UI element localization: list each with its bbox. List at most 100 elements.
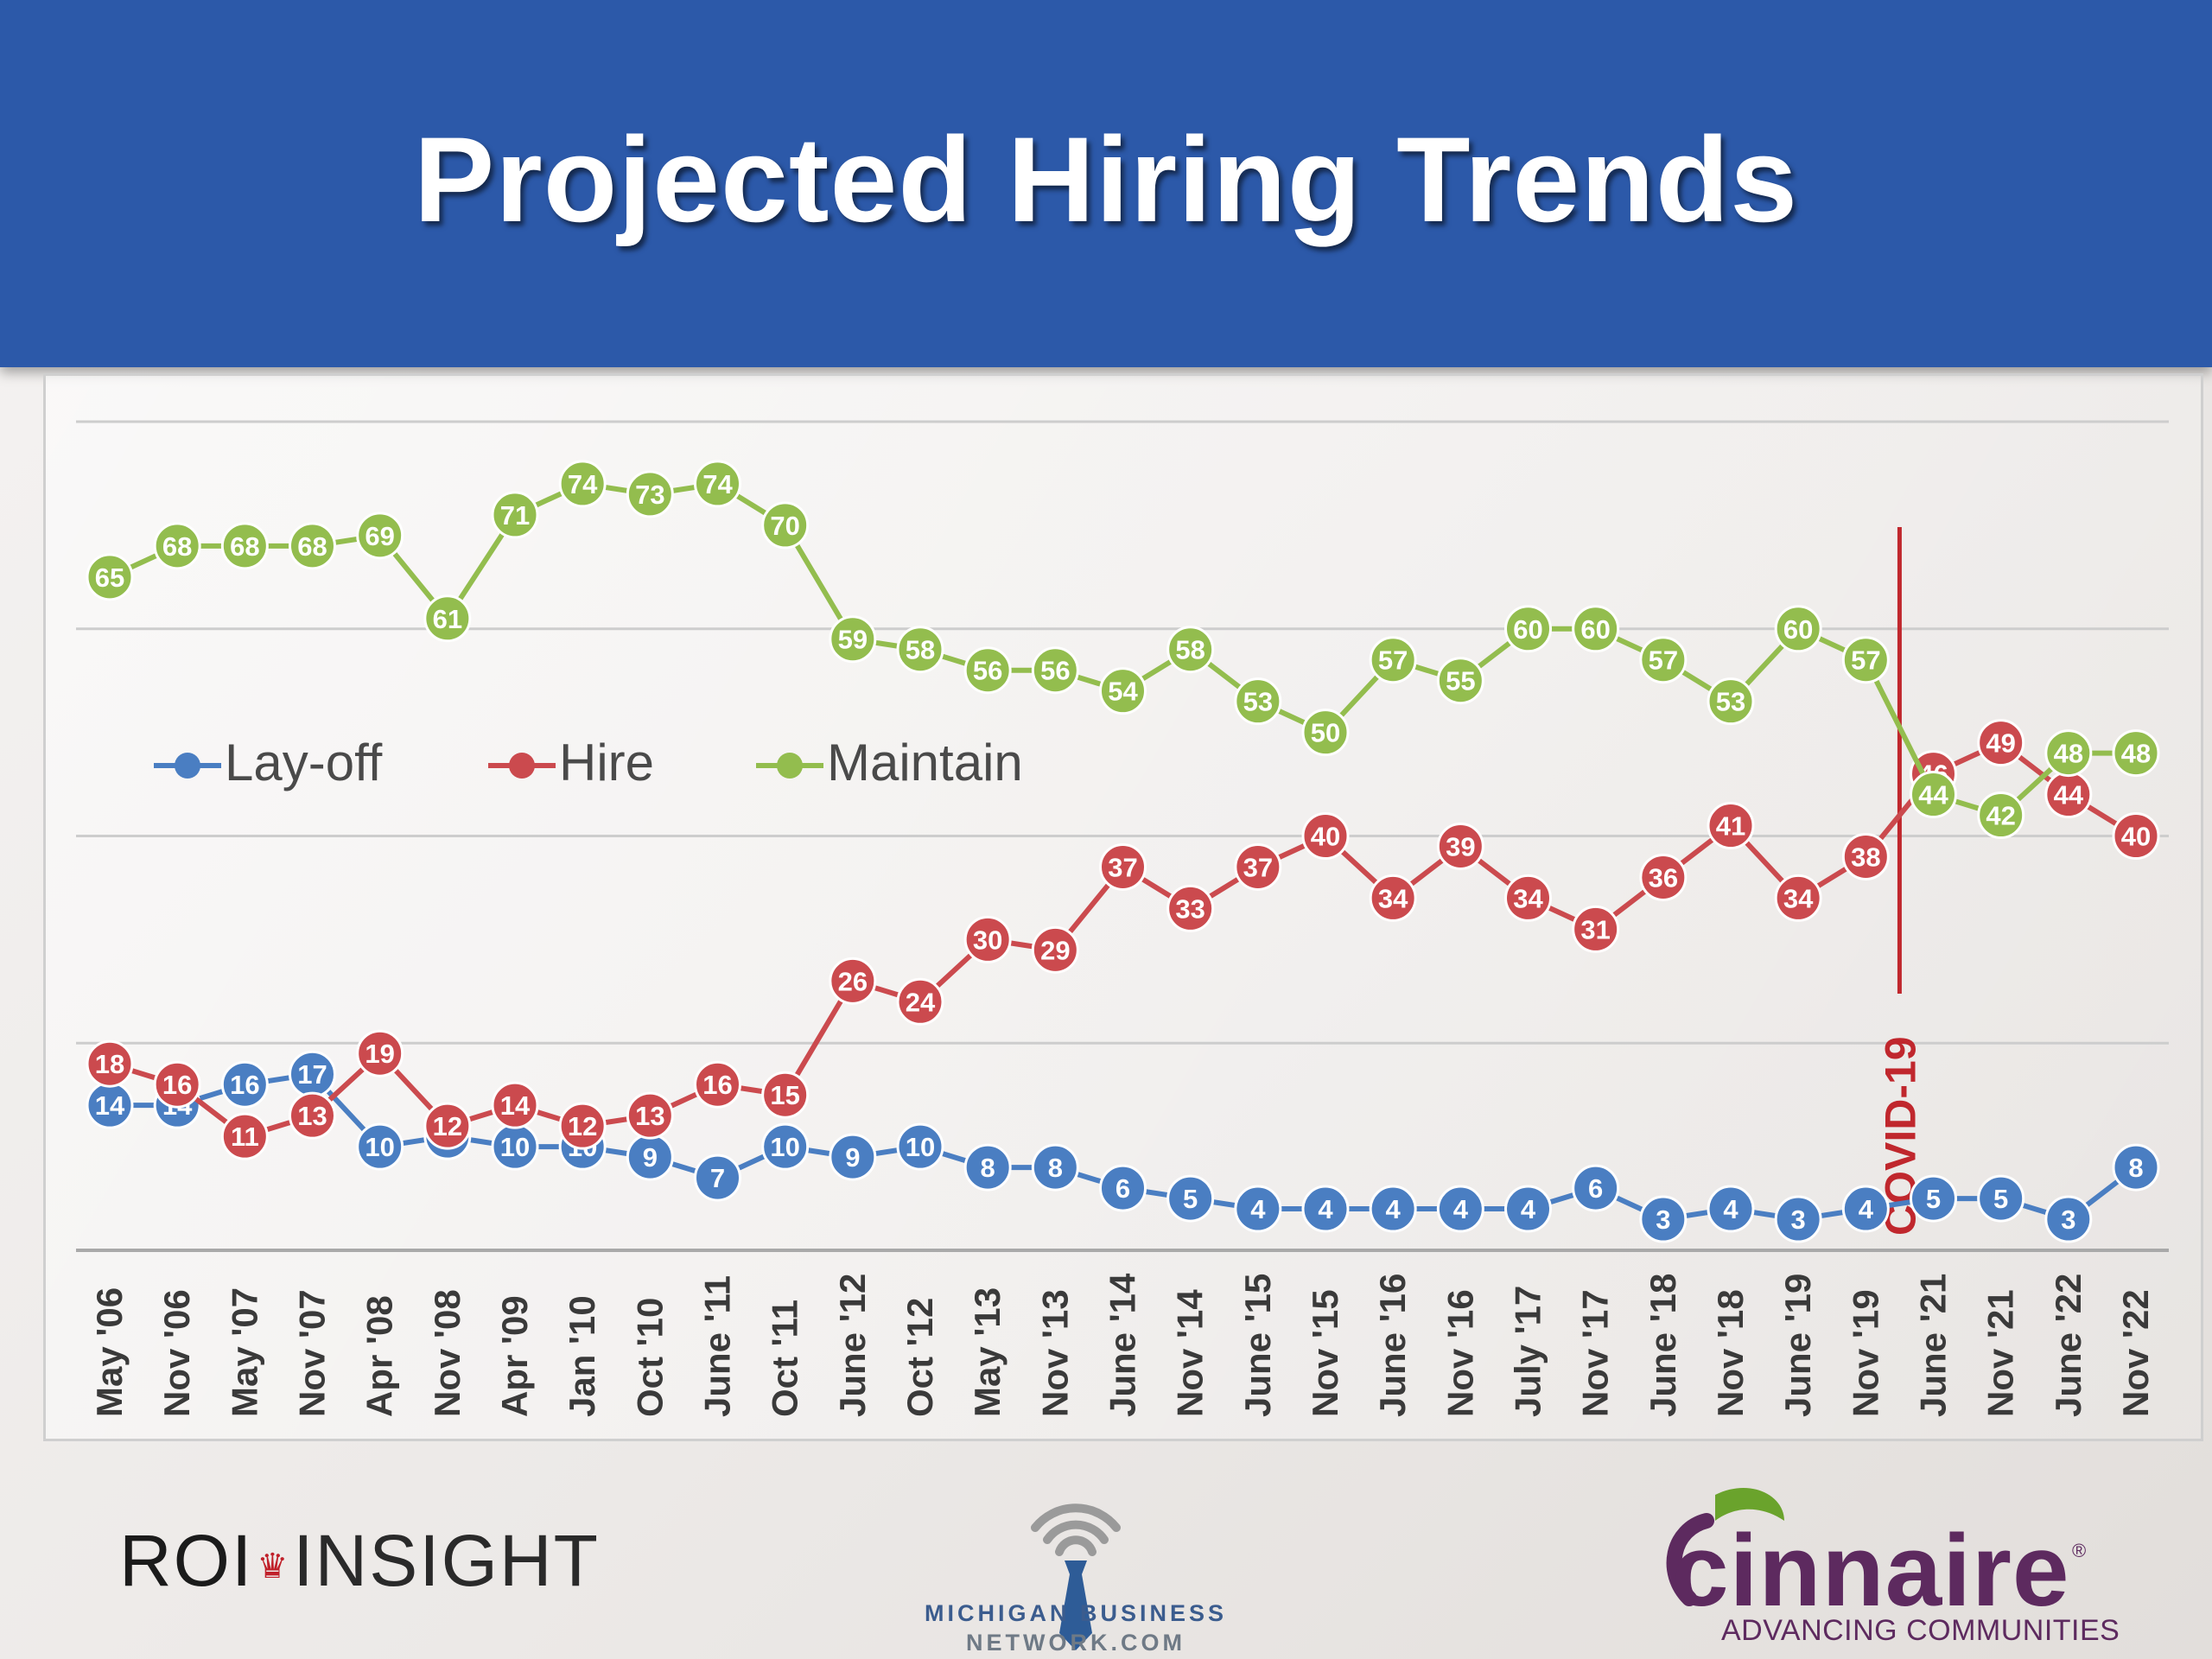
hire-data-label: 19 (365, 1039, 394, 1069)
hire-data-point (558, 1102, 607, 1150)
registered-mark: ® (2072, 1540, 2087, 1561)
lay-off-data-label: 5 (1993, 1184, 2008, 1214)
maintain-data-point (1977, 791, 2025, 840)
lay-off-data-point (220, 1060, 269, 1109)
maintain-data-point (1031, 646, 1079, 695)
hire-data-point (153, 1060, 201, 1109)
lay-off-data-label: 8 (981, 1153, 995, 1183)
hire-data-point (1369, 874, 1417, 922)
lay-off-data-label: 10 (365, 1132, 394, 1162)
maintain-data-point (1572, 605, 1620, 653)
lay-off-data-point (896, 1122, 944, 1171)
lay-off-legend-label: Lay-off (225, 734, 383, 791)
hire-data-label: 39 (1446, 831, 1475, 861)
hiring-trends-chart: May '06 Nov '06 May '07 Nov '07 Apr '08 Nov '… (76, 420, 2169, 1417)
x-tick-label: Nov '13 (1034, 1289, 1075, 1417)
mbn-wordmark: MICHIGAN BUSINESS NETWORK.COM (903, 1599, 1249, 1657)
maintain-data-point (2112, 729, 2160, 778)
x-tick-label: Nov '17 (1575, 1289, 1616, 1417)
lay-off-data-label: 4 (1521, 1194, 1536, 1224)
x-tick-label: Nov '07 (292, 1289, 333, 1417)
x-tick-label: Nov '16 (1440, 1289, 1480, 1417)
hire-data-label: 41 (1716, 811, 1745, 842)
lay-off-data-point (1301, 1185, 1350, 1233)
x-tick-label: July '17 (1508, 1286, 1548, 1417)
lay-off-data-label: 4 (1859, 1194, 1874, 1224)
maintain-data-label: 65 (95, 563, 124, 593)
hire-data-label: 34 (1513, 883, 1543, 913)
lay-off-legend-marker (175, 753, 200, 779)
maintain-data-point (896, 626, 944, 674)
lay-off-data-label: 4 (1318, 1194, 1333, 1224)
maintain-data-label: 74 (702, 469, 733, 499)
maintain-data-label: 48 (2054, 739, 2083, 769)
hire-data-label: 12 (433, 1111, 462, 1141)
maintain-data-label: 59 (838, 625, 868, 655)
hire-data-point (1436, 822, 1484, 870)
maintain-data-point (1774, 605, 1822, 653)
lay-off-data-point (2044, 1195, 2093, 1243)
lay-off-data-label: 10 (500, 1132, 530, 1162)
hire-data-label: 15 (770, 1080, 799, 1110)
lay-off-data-point (1436, 1185, 1484, 1233)
hire-data-label: 36 (1649, 862, 1678, 893)
maintain-data-label: 60 (1783, 614, 1813, 645)
maintain-data-label: 57 (1851, 645, 1880, 676)
chart-frame (43, 373, 2203, 1441)
lay-off-data-label: 6 (1116, 1173, 1130, 1204)
lay-off-data-label: 6 (1588, 1173, 1603, 1204)
x-tick-label: Nov '18 (1710, 1289, 1751, 1417)
maintain-data-label: 58 (906, 635, 935, 665)
lay-off-data-point (1166, 1174, 1215, 1223)
maintain-data-label: 71 (500, 500, 530, 531)
hire-data-label: 13 (297, 1101, 327, 1131)
title-banner: Projected Hiring Trends (0, 0, 2212, 367)
cinnaire-wordmark: cinnaire (1672, 1514, 2070, 1628)
lay-off-data-point (1504, 1185, 1552, 1233)
lay-off-data-point (1707, 1185, 1755, 1233)
lay-off-data-label: 16 (230, 1070, 259, 1100)
lay-off-data-label: 9 (643, 1142, 658, 1173)
maintain-data-point (829, 615, 877, 664)
maintain-data-label: 44 (1918, 780, 1948, 810)
lay-off-data-point (1841, 1185, 1890, 1233)
wifi-icon (1031, 1503, 1121, 1556)
maintain-data-label: 56 (1040, 656, 1070, 686)
hire-data-point (423, 1102, 472, 1150)
maintain-data-label: 60 (1513, 614, 1542, 645)
lay-off-data-label: 4 (1453, 1194, 1469, 1224)
lay-off-data-label: 10 (770, 1132, 799, 1162)
maintain-data-point (1369, 636, 1417, 684)
x-tick-label: June '16 (1372, 1274, 1413, 1417)
maintain-data-label: 68 (230, 531, 259, 562)
maintain-data-point (1166, 626, 1215, 674)
maintain-data-label: 54 (1108, 677, 1138, 707)
maintain-data-point (626, 470, 674, 518)
x-tick-label: Jan '10 (562, 1295, 602, 1417)
hire-data-point (694, 1060, 741, 1109)
hire-data-label: 40 (2121, 822, 2151, 852)
maintain-data-point (761, 501, 810, 550)
maintain-data-point (1841, 636, 1890, 684)
hire-data-label: 14 (500, 1090, 531, 1121)
x-tick-label: May '13 (967, 1287, 1007, 1417)
hire-data-label: 24 (906, 987, 936, 1017)
maintain-data-label: 68 (162, 531, 192, 562)
hire-data-point (1166, 884, 1215, 932)
maintain-data-label: 53 (1716, 687, 1745, 717)
lay-off-data-label: 8 (2128, 1153, 2143, 1183)
maintain-data-point (1639, 636, 1688, 684)
hire-data-label: 34 (1378, 883, 1408, 913)
x-tick-label: June '19 (1777, 1274, 1818, 1417)
hire-data-label: 37 (1108, 852, 1137, 882)
maintain-data-label: 57 (1649, 645, 1678, 676)
hire-data-label: 11 (231, 1122, 259, 1152)
lay-off-data-point (1977, 1174, 2025, 1223)
maintain-data-point (423, 594, 472, 643)
maintain-data-point (491, 491, 539, 539)
lay-off-data-point (694, 1154, 741, 1202)
hire-data-label: 49 (1986, 728, 2015, 759)
lay-off-data-point (1099, 1164, 1147, 1212)
hire-data-label: 33 (1175, 893, 1205, 924)
maintain-data-point (1436, 657, 1484, 705)
